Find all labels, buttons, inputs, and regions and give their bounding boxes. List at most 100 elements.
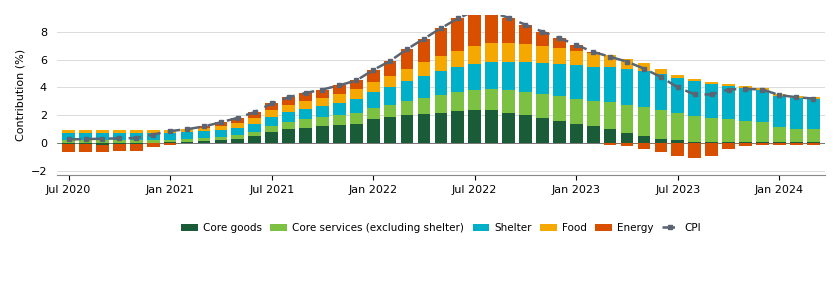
CPI bbox=[64, 138, 74, 141]
Bar bbox=[587, 52, 600, 53]
Bar bbox=[621, 143, 633, 146]
Bar bbox=[502, 90, 515, 112]
CPI bbox=[419, 37, 429, 40]
CPI bbox=[334, 83, 344, 87]
Bar bbox=[486, 62, 498, 89]
Bar bbox=[282, 122, 295, 129]
CPI bbox=[453, 17, 463, 20]
Bar bbox=[604, 143, 617, 145]
Bar bbox=[790, 96, 802, 98]
Bar bbox=[671, 75, 684, 78]
Bar bbox=[502, 112, 515, 143]
Bar bbox=[316, 98, 328, 106]
Bar bbox=[265, 117, 278, 126]
Bar bbox=[197, 128, 210, 131]
Bar bbox=[282, 105, 295, 112]
Bar bbox=[79, 130, 92, 134]
Bar bbox=[773, 143, 785, 145]
CPI bbox=[706, 93, 717, 96]
Bar bbox=[486, 43, 498, 62]
CPI bbox=[182, 128, 192, 131]
Bar bbox=[638, 71, 650, 107]
Bar bbox=[214, 126, 228, 130]
Bar bbox=[79, 140, 92, 143]
Bar bbox=[706, 143, 718, 156]
CPI bbox=[233, 116, 243, 120]
Bar bbox=[316, 126, 328, 143]
CPI bbox=[622, 60, 632, 64]
Bar bbox=[469, 64, 481, 89]
Bar bbox=[536, 46, 549, 63]
Bar bbox=[706, 142, 718, 143]
Bar bbox=[739, 86, 752, 88]
Bar bbox=[333, 85, 346, 94]
Bar bbox=[638, 63, 650, 71]
Bar bbox=[671, 78, 684, 113]
Bar bbox=[350, 99, 363, 113]
Bar bbox=[773, 94, 785, 96]
CPI bbox=[571, 43, 581, 47]
Bar bbox=[688, 81, 701, 116]
Bar bbox=[299, 109, 312, 119]
Bar bbox=[147, 140, 160, 143]
Bar bbox=[553, 121, 565, 143]
Bar bbox=[401, 101, 413, 115]
Bar bbox=[96, 140, 109, 143]
Bar bbox=[773, 142, 785, 143]
Bar bbox=[265, 132, 278, 143]
Bar bbox=[249, 132, 261, 136]
CPI bbox=[486, 11, 496, 14]
CPI bbox=[199, 124, 209, 128]
Bar bbox=[79, 143, 92, 144]
Bar bbox=[434, 112, 447, 143]
Bar bbox=[519, 62, 532, 92]
Bar bbox=[604, 102, 617, 129]
CPI bbox=[131, 136, 141, 140]
Bar bbox=[214, 137, 228, 140]
CPI bbox=[503, 16, 513, 20]
Bar bbox=[384, 117, 396, 143]
Bar bbox=[570, 45, 583, 50]
Bar bbox=[806, 142, 820, 143]
Bar bbox=[367, 92, 380, 108]
Bar bbox=[654, 139, 667, 143]
Bar bbox=[469, 89, 481, 110]
Bar bbox=[451, 92, 465, 111]
Bar bbox=[806, 97, 820, 99]
Bar bbox=[79, 144, 92, 152]
Bar bbox=[790, 128, 802, 142]
Bar bbox=[502, 62, 515, 90]
Line: CPI: CPI bbox=[66, 8, 816, 142]
Bar bbox=[333, 125, 346, 143]
Bar bbox=[756, 90, 769, 122]
Bar bbox=[197, 141, 210, 143]
Bar bbox=[570, 50, 583, 65]
Bar bbox=[654, 74, 667, 110]
Bar bbox=[130, 140, 143, 143]
Bar bbox=[671, 143, 684, 156]
Bar bbox=[147, 134, 160, 140]
Bar bbox=[417, 114, 430, 143]
Bar bbox=[113, 134, 126, 140]
Bar bbox=[417, 76, 430, 98]
Bar bbox=[197, 138, 210, 141]
Bar bbox=[621, 134, 633, 143]
Bar bbox=[316, 117, 328, 126]
Bar bbox=[181, 142, 193, 143]
Bar bbox=[486, 110, 498, 143]
CPI bbox=[368, 68, 378, 72]
Bar bbox=[722, 86, 735, 119]
Bar bbox=[486, 12, 498, 43]
Bar bbox=[553, 48, 565, 64]
Bar bbox=[417, 98, 430, 114]
Bar bbox=[451, 67, 465, 92]
Bar bbox=[130, 130, 143, 134]
Bar bbox=[62, 144, 75, 152]
Bar bbox=[706, 118, 718, 142]
Bar bbox=[62, 130, 75, 134]
Bar bbox=[181, 139, 193, 142]
Bar bbox=[722, 143, 735, 149]
Bar bbox=[282, 112, 295, 122]
Bar bbox=[688, 143, 701, 158]
Bar bbox=[350, 80, 363, 89]
